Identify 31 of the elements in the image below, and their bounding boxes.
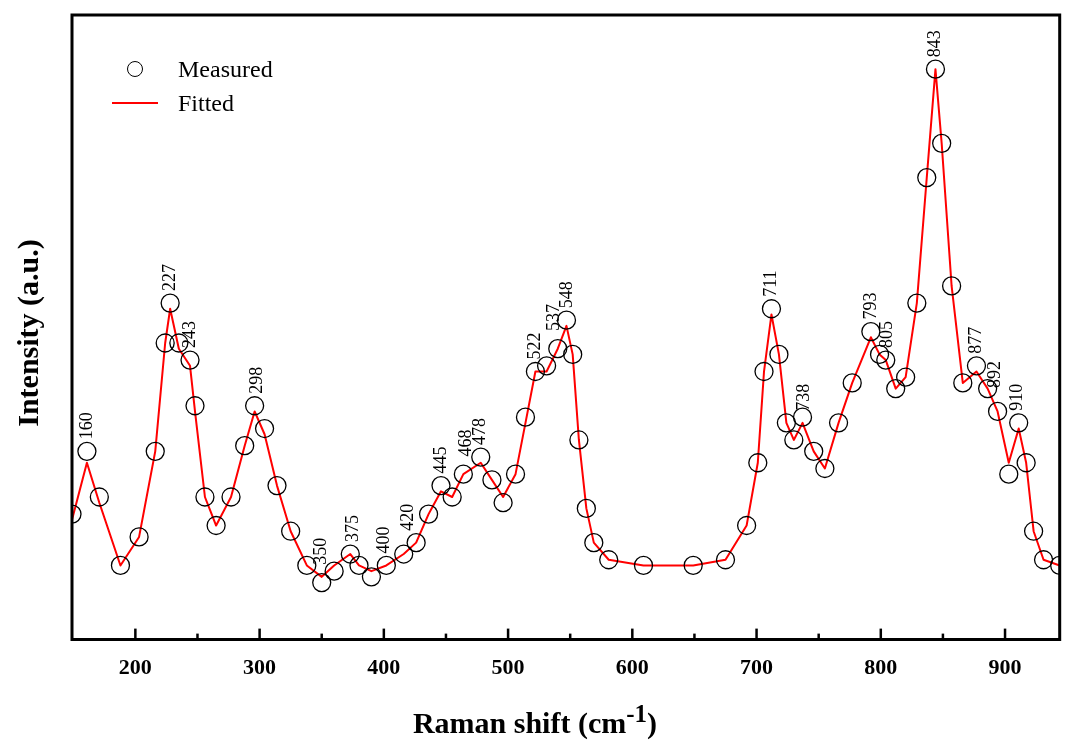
annotation: 877 — [965, 326, 986, 354]
annotation: 400 — [372, 526, 393, 554]
annotation: 793 — [859, 292, 880, 320]
annotation: 910 — [1006, 383, 1027, 411]
x-tick-label: 600 — [615, 654, 649, 680]
x-tick-label: 700 — [740, 654, 774, 680]
annotation: 522 — [524, 332, 545, 360]
annotation: 420 — [397, 503, 418, 531]
annotation: 375 — [341, 515, 362, 543]
annotation: 548 — [556, 281, 577, 309]
annotation: 738 — [792, 383, 813, 411]
x-axis-title: Raman shift (cm$^{-1}$) — [411, 700, 659, 740]
x-tick-label: 300 — [243, 654, 277, 680]
annotation: 843 — [924, 30, 945, 58]
x-tick-label: 900 — [988, 654, 1022, 680]
annotation: 160 — [75, 412, 96, 440]
annotation: 243 — [178, 321, 199, 349]
annotation: 350 — [310, 537, 331, 565]
x-tick-label: 500 — [491, 654, 525, 680]
x-tick-label: 800 — [864, 654, 898, 680]
annotation: 711 — [760, 270, 781, 297]
x-tick-label: 200 — [118, 654, 152, 680]
y-axis-title: Intensity (a.u.) — [11, 239, 45, 427]
annotation: 227 — [158, 264, 179, 292]
legend-label: Fitted — [178, 89, 235, 117]
annotation: 892 — [983, 361, 1004, 389]
x-tick-label: 400 — [367, 654, 401, 680]
legend-label: Measured — [178, 55, 273, 83]
annotation: 298 — [245, 366, 266, 394]
annotation: 805 — [875, 321, 896, 349]
annotation: 445 — [429, 446, 450, 474]
